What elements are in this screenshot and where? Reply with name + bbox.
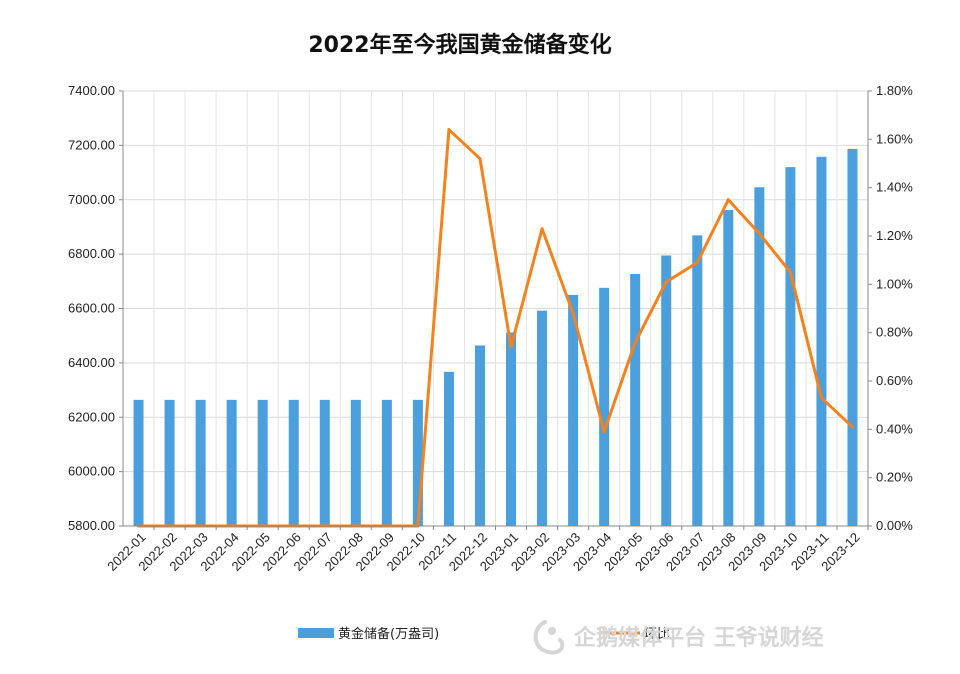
bar <box>319 399 330 526</box>
y-right-tick-label: 1.40% <box>876 180 913 195</box>
line-point <box>633 340 637 344</box>
line-point <box>664 280 668 284</box>
line-point <box>726 198 730 202</box>
bar-series <box>133 148 858 527</box>
line-point <box>571 311 575 315</box>
penguin-logo-icon <box>533 620 565 655</box>
y-left-tick-label: 6200.00 <box>68 409 115 424</box>
line-point <box>788 270 792 274</box>
y-left-tick-label: 7000.00 <box>68 192 115 207</box>
y-right-tick-label: 1.80% <box>876 83 913 98</box>
line-point <box>478 157 482 161</box>
bar <box>257 399 268 526</box>
bar <box>723 210 734 527</box>
bar <box>412 399 423 526</box>
bar <box>288 399 299 526</box>
line-point <box>819 396 823 400</box>
y-right-tick-label: 0.20% <box>876 470 913 485</box>
line-point <box>757 232 761 236</box>
y-left-tick-label: 7200.00 <box>68 137 115 152</box>
bar <box>630 273 641 526</box>
bar <box>226 399 237 526</box>
line-point <box>602 430 606 434</box>
legend: 黄金储备(万盎司) 环比 <box>298 626 670 642</box>
y-right-tick-label: 1.00% <box>876 276 913 291</box>
bar <box>816 156 827 526</box>
grid-lines <box>122 90 869 527</box>
y-right-tick-label: 0.60% <box>876 373 913 388</box>
bar <box>568 294 579 526</box>
bar <box>443 371 454 526</box>
y-left-tick-label: 6600.00 <box>68 301 115 316</box>
legend-line-label: 环比 <box>644 627 670 642</box>
legend-bar-swatch <box>298 628 334 638</box>
bar <box>754 187 765 526</box>
bar <box>381 399 392 526</box>
bar <box>537 310 548 526</box>
bar <box>164 399 175 526</box>
line-point <box>447 128 451 132</box>
bar <box>661 255 672 526</box>
bar <box>506 332 517 526</box>
y-left-tick-label: 6800.00 <box>68 246 115 261</box>
y-right-tick-label: 0.00% <box>876 518 913 533</box>
y-left-tick-label: 7400.00 <box>68 83 115 98</box>
y-left-tick-label: 6000.00 <box>68 464 115 479</box>
line-point <box>695 261 699 265</box>
y-left-tick-label: 6400.00 <box>68 355 115 370</box>
watermark-text: 企鹅媒体平台 王爷说财经 <box>573 625 824 651</box>
bar <box>692 235 703 526</box>
line-point <box>540 227 544 231</box>
bar <box>474 345 485 526</box>
y-right-tick-label: 1.20% <box>876 228 913 243</box>
bar <box>599 287 610 526</box>
legend-bar-label: 黄金储备(万盎司) <box>338 626 439 642</box>
line-point <box>509 345 513 349</box>
y-right-tick-label: 0.40% <box>876 421 913 436</box>
bar <box>133 399 144 526</box>
y-right-tick-label: 0.80% <box>876 325 913 340</box>
y-right-tick-label: 1.60% <box>876 131 913 146</box>
bar <box>847 148 858 527</box>
line-point <box>850 425 854 429</box>
bar <box>195 399 206 526</box>
chart-title: 2022年至今我国黄金储备变化 <box>308 32 611 58</box>
bar <box>785 167 796 526</box>
y-left-tick-label: 5800.00 <box>68 518 115 533</box>
watermark: 企鹅媒体平台 王爷说财经 <box>533 620 824 655</box>
bar <box>350 399 361 526</box>
